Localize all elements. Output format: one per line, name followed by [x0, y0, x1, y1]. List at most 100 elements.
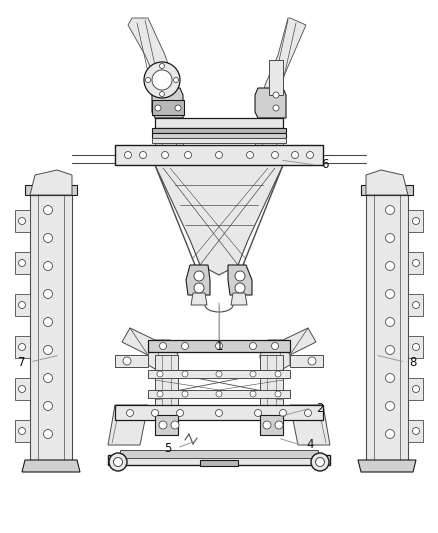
Circle shape	[279, 409, 286, 416]
Circle shape	[385, 318, 395, 327]
Polygon shape	[186, 265, 210, 295]
Bar	[148, 390, 290, 398]
Circle shape	[43, 206, 53, 214]
Circle shape	[215, 343, 223, 350]
Circle shape	[157, 391, 163, 397]
Circle shape	[43, 430, 53, 439]
Circle shape	[159, 343, 166, 350]
Circle shape	[152, 70, 172, 90]
Polygon shape	[152, 88, 183, 118]
Polygon shape	[25, 185, 77, 195]
Circle shape	[159, 63, 165, 69]
Bar	[115, 405, 323, 420]
Circle shape	[235, 283, 245, 293]
Circle shape	[385, 430, 395, 439]
Bar	[115, 145, 323, 165]
Circle shape	[18, 302, 25, 309]
Polygon shape	[260, 355, 283, 415]
Polygon shape	[155, 415, 178, 435]
Circle shape	[263, 421, 271, 429]
Circle shape	[254, 409, 261, 416]
Bar	[200, 460, 238, 466]
Polygon shape	[155, 165, 283, 275]
Polygon shape	[290, 405, 330, 445]
Polygon shape	[408, 252, 423, 274]
Circle shape	[194, 271, 204, 281]
Polygon shape	[155, 118, 183, 148]
Circle shape	[145, 77, 151, 83]
Bar	[152, 128, 286, 133]
Text: 8: 8	[410, 356, 417, 368]
Circle shape	[43, 374, 53, 383]
Circle shape	[275, 391, 281, 397]
Circle shape	[308, 357, 316, 365]
Polygon shape	[408, 336, 423, 358]
Circle shape	[413, 427, 420, 434]
Circle shape	[385, 262, 395, 271]
Circle shape	[109, 453, 127, 471]
Circle shape	[43, 289, 53, 298]
Circle shape	[250, 371, 256, 377]
Circle shape	[159, 92, 165, 96]
Circle shape	[139, 151, 146, 158]
Circle shape	[413, 217, 420, 224]
Circle shape	[18, 260, 25, 266]
Circle shape	[272, 151, 279, 158]
Polygon shape	[366, 195, 408, 460]
Circle shape	[152, 409, 159, 416]
Circle shape	[124, 151, 131, 158]
Polygon shape	[15, 252, 30, 274]
Polygon shape	[155, 355, 178, 415]
Bar	[148, 340, 290, 352]
Circle shape	[127, 409, 134, 416]
Circle shape	[385, 289, 395, 298]
Circle shape	[18, 217, 25, 224]
Circle shape	[43, 318, 53, 327]
Circle shape	[304, 409, 311, 416]
Circle shape	[43, 345, 53, 354]
Polygon shape	[122, 328, 155, 355]
Circle shape	[216, 371, 222, 377]
Circle shape	[182, 371, 188, 377]
Circle shape	[250, 343, 257, 350]
Bar	[155, 118, 283, 128]
Circle shape	[250, 391, 256, 397]
Circle shape	[215, 409, 223, 416]
Polygon shape	[260, 340, 290, 370]
Circle shape	[113, 457, 123, 466]
Polygon shape	[30, 170, 72, 195]
Circle shape	[247, 151, 254, 158]
Circle shape	[273, 105, 279, 111]
Circle shape	[311, 453, 329, 471]
Text: 4: 4	[306, 439, 314, 451]
Polygon shape	[148, 340, 178, 370]
Bar	[108, 455, 330, 465]
Circle shape	[43, 262, 53, 271]
Polygon shape	[15, 420, 30, 442]
Circle shape	[216, 391, 222, 397]
Circle shape	[194, 283, 204, 293]
Polygon shape	[152, 100, 184, 115]
Polygon shape	[231, 293, 247, 305]
Circle shape	[171, 421, 179, 429]
Circle shape	[385, 233, 395, 243]
Polygon shape	[30, 195, 72, 460]
Circle shape	[235, 271, 245, 281]
Polygon shape	[255, 88, 286, 118]
Polygon shape	[228, 265, 252, 295]
Circle shape	[18, 427, 25, 434]
Circle shape	[43, 401, 53, 410]
Text: 7: 7	[18, 356, 26, 368]
Polygon shape	[15, 336, 30, 358]
Circle shape	[162, 151, 169, 158]
Circle shape	[413, 385, 420, 392]
Circle shape	[272, 343, 279, 350]
Polygon shape	[262, 18, 306, 115]
Circle shape	[315, 457, 325, 466]
Bar	[269, 60, 283, 95]
Circle shape	[123, 357, 131, 365]
Text: 1: 1	[215, 341, 223, 353]
Bar	[148, 370, 290, 378]
Circle shape	[184, 151, 191, 158]
Polygon shape	[15, 210, 30, 232]
